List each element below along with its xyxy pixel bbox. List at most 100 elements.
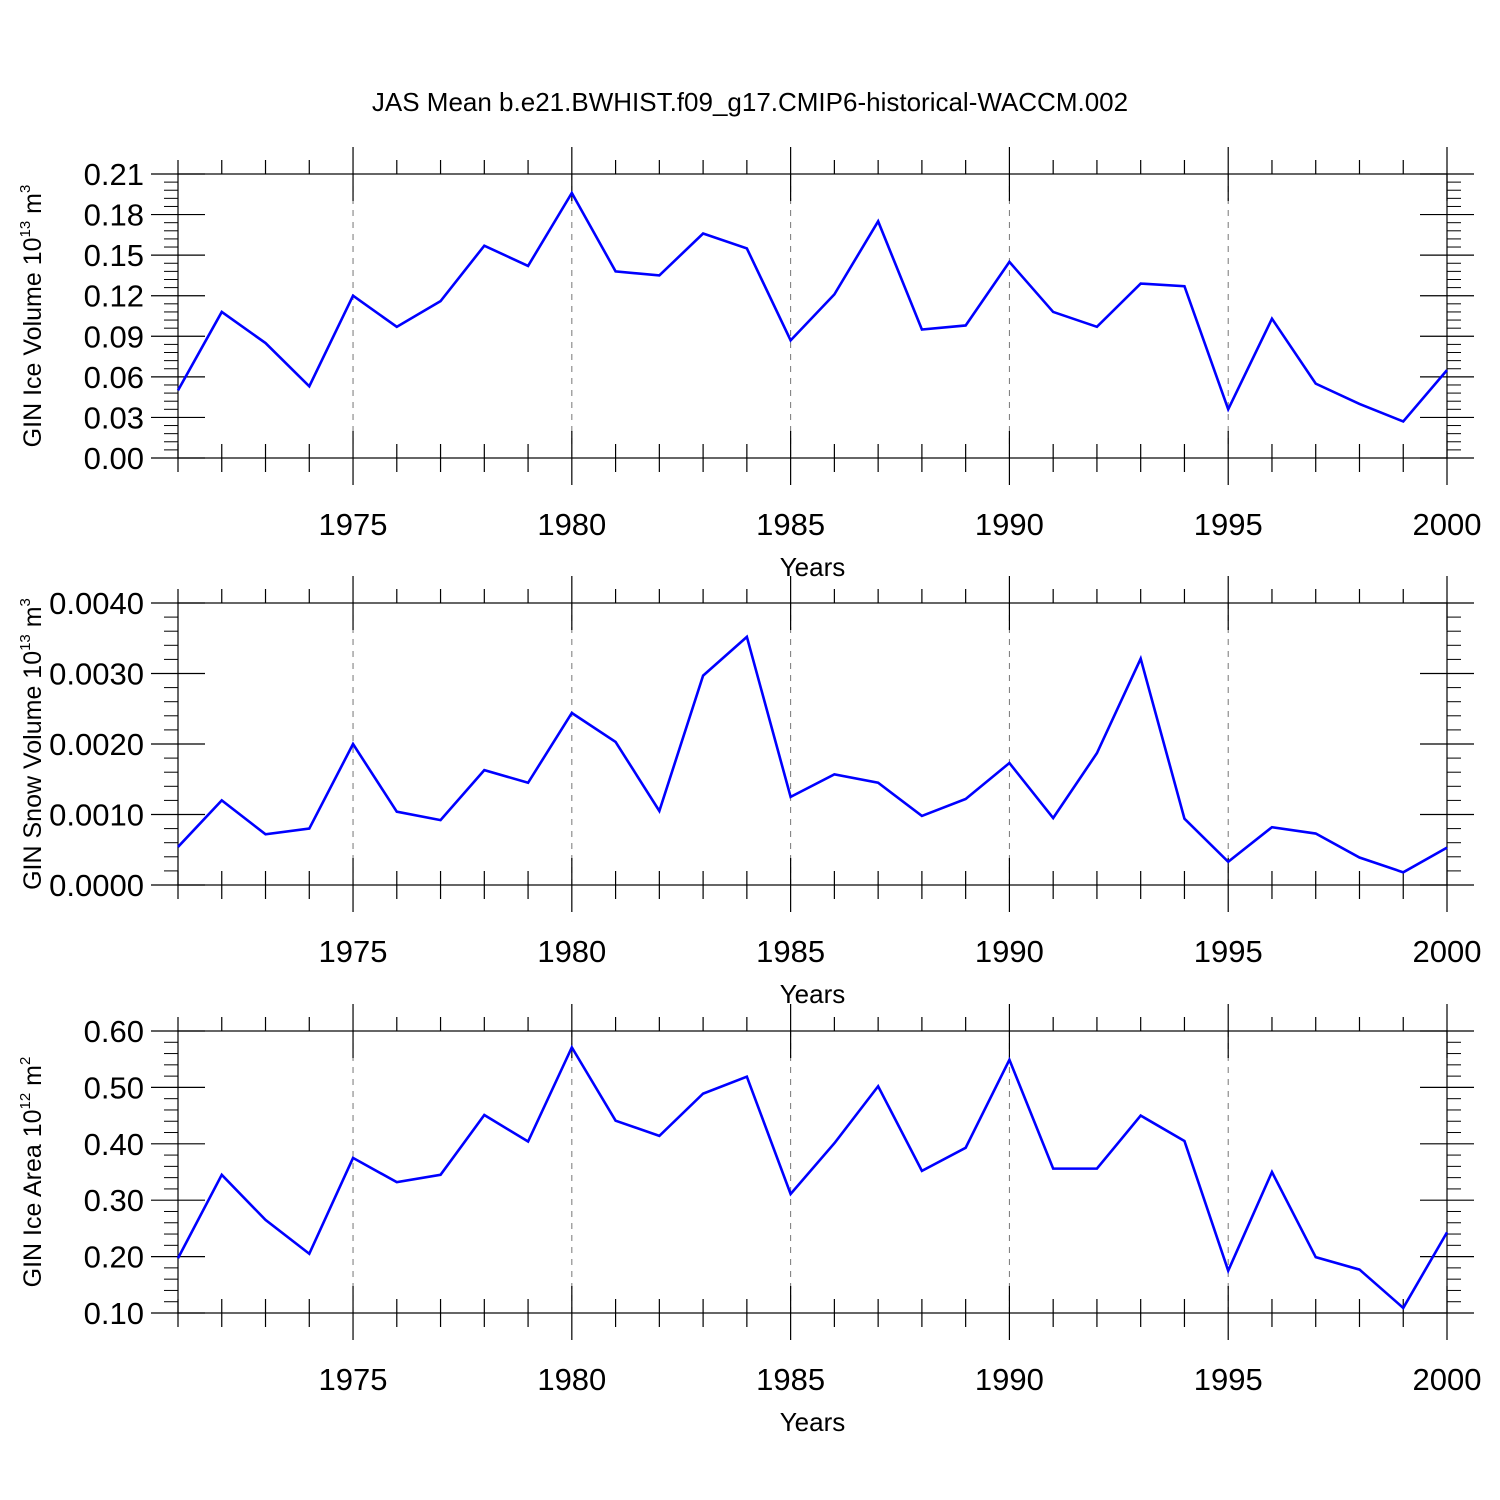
x-axis-label: Years xyxy=(780,552,846,582)
data-point-1974 xyxy=(307,827,311,831)
data-point-1998 xyxy=(1357,402,1361,406)
y-tick-label: 0.40 xyxy=(84,1127,144,1162)
data-point-1972 xyxy=(220,798,224,802)
data-point-1996 xyxy=(1270,1170,1274,1174)
x-tick-label: 1975 xyxy=(319,507,388,542)
data-point-1973 xyxy=(264,341,268,345)
y-tick-label: 0.0010 xyxy=(49,798,144,833)
y-tick-label: 0.03 xyxy=(84,400,144,435)
x-tick-label: 1990 xyxy=(975,507,1044,542)
y-tick-label: 0.60 xyxy=(84,1014,144,1049)
y-tick-label: 0.18 xyxy=(84,198,144,233)
data-point-1990 xyxy=(1007,761,1011,765)
data-point-1972 xyxy=(220,310,224,314)
y-tick-label: 0.15 xyxy=(84,238,144,273)
y-tick-label: 0.21 xyxy=(84,157,144,192)
data-point-1996 xyxy=(1270,825,1274,829)
data-point-1986 xyxy=(832,772,836,776)
data-point-1990 xyxy=(1007,260,1011,264)
plot-frame xyxy=(177,1030,1448,1314)
data-point-1976 xyxy=(395,810,399,814)
y-tick-label: 0.0030 xyxy=(49,657,144,692)
data-point-1984 xyxy=(745,246,749,250)
x-tick-label: 2000 xyxy=(1413,934,1482,969)
plot-frame xyxy=(177,173,1448,459)
y-tick-label: 0.10 xyxy=(84,1296,144,1331)
data-point-1986 xyxy=(832,1141,836,1145)
data-point-1998 xyxy=(1357,1268,1361,1272)
data-point-1971 xyxy=(176,388,180,392)
data-point-1997 xyxy=(1314,1255,1318,1259)
data-point-1985 xyxy=(789,795,793,799)
chart-title: JAS Mean b.e21.BWHIST.f09_g17.CMIP6-hist… xyxy=(372,87,1128,117)
data-point-1973 xyxy=(264,832,268,836)
data-point-1995 xyxy=(1226,860,1230,864)
data-point-1980 xyxy=(570,191,574,195)
y-axis-label: GIN Ice Volume 1013 m3 xyxy=(17,185,47,448)
data-point-1981 xyxy=(614,269,618,273)
data-point-1994 xyxy=(1182,284,1186,288)
x-tick-label: 1980 xyxy=(537,507,606,542)
data-point-1991 xyxy=(1051,310,1055,314)
y-axis-label: GIN Snow Volume 1013 m3 xyxy=(17,598,47,890)
data-point-1998 xyxy=(1357,856,1361,860)
y-tick-label: 0.30 xyxy=(84,1183,144,1218)
data-point-1992 xyxy=(1095,1167,1099,1171)
data-point-1987 xyxy=(876,781,880,785)
data-point-1991 xyxy=(1051,816,1055,820)
data-point-1974 xyxy=(307,1252,311,1256)
x-tick-label: 2000 xyxy=(1413,1362,1482,1397)
x-tick-label: 1980 xyxy=(537,1362,606,1397)
panel-2: 0.0000 0.0010 0.0020 0.0030 0.0040 1975 1980 19… xyxy=(17,576,1481,1009)
x-tick-label: 1995 xyxy=(1194,1362,1263,1397)
data-point-1971 xyxy=(176,845,180,849)
data-point-1989 xyxy=(964,797,968,801)
panel-1: 0.00 0.03 0.06 0.09 0.12 0.15 0.18 0.21 1975 1980… xyxy=(17,147,1481,582)
y-tick-label: 0.0020 xyxy=(49,727,144,762)
data-point-1978 xyxy=(482,244,486,248)
data-point-1975 xyxy=(351,1156,355,1160)
data-point-1989 xyxy=(964,323,968,327)
x-tick-label: 1980 xyxy=(537,934,606,969)
x-tick-label: 1975 xyxy=(319,934,388,969)
y-tick-label: 0.12 xyxy=(84,279,144,314)
data-point-1994 xyxy=(1182,817,1186,821)
data-point-1981 xyxy=(614,1119,618,1123)
data-point-1979 xyxy=(526,781,530,785)
x-tick-label: 1990 xyxy=(975,934,1044,969)
y-tick-label: 0.00 xyxy=(84,441,144,476)
y-tick-label: 0.20 xyxy=(84,1240,144,1275)
data-point-1982 xyxy=(657,1134,661,1138)
data-point-1992 xyxy=(1095,751,1099,755)
data-point-1984 xyxy=(745,1075,749,1079)
data-point-1990 xyxy=(1007,1058,1011,1062)
data-point-1983 xyxy=(701,232,705,236)
data-point-1982 xyxy=(657,809,661,813)
y-tick-label: 0.0040 xyxy=(49,586,144,621)
data-point-1977 xyxy=(439,299,443,303)
data-point-2000 xyxy=(1445,1230,1449,1234)
data-point-1972 xyxy=(220,1173,224,1177)
panel-3: 0.10 0.20 0.30 0.40 0.50 0.60 1975 1980 1985 1990… xyxy=(17,1004,1481,1437)
series-line xyxy=(176,1044,1449,1310)
data-point-1993 xyxy=(1139,282,1143,286)
data-point-1979 xyxy=(526,264,530,268)
x-tick-label: 1985 xyxy=(756,934,825,969)
data-point-1992 xyxy=(1095,325,1099,329)
data-point-1985 xyxy=(789,338,793,342)
data-point-2000 xyxy=(1445,846,1449,850)
data-point-1988 xyxy=(920,1169,924,1173)
x-tick-label: 2000 xyxy=(1413,507,1482,542)
data-point-1989 xyxy=(964,1146,968,1150)
data-point-1984 xyxy=(745,635,749,639)
data-point-1979 xyxy=(526,1140,530,1144)
x-tick-label: 1995 xyxy=(1194,934,1263,969)
data-point-1976 xyxy=(395,325,399,329)
data-point-1987 xyxy=(876,219,880,223)
data-point-1996 xyxy=(1270,317,1274,321)
data-point-1988 xyxy=(920,814,924,818)
data-point-1985 xyxy=(789,1192,793,1196)
data-point-1977 xyxy=(439,818,443,822)
x-tick-label: 1995 xyxy=(1194,507,1263,542)
